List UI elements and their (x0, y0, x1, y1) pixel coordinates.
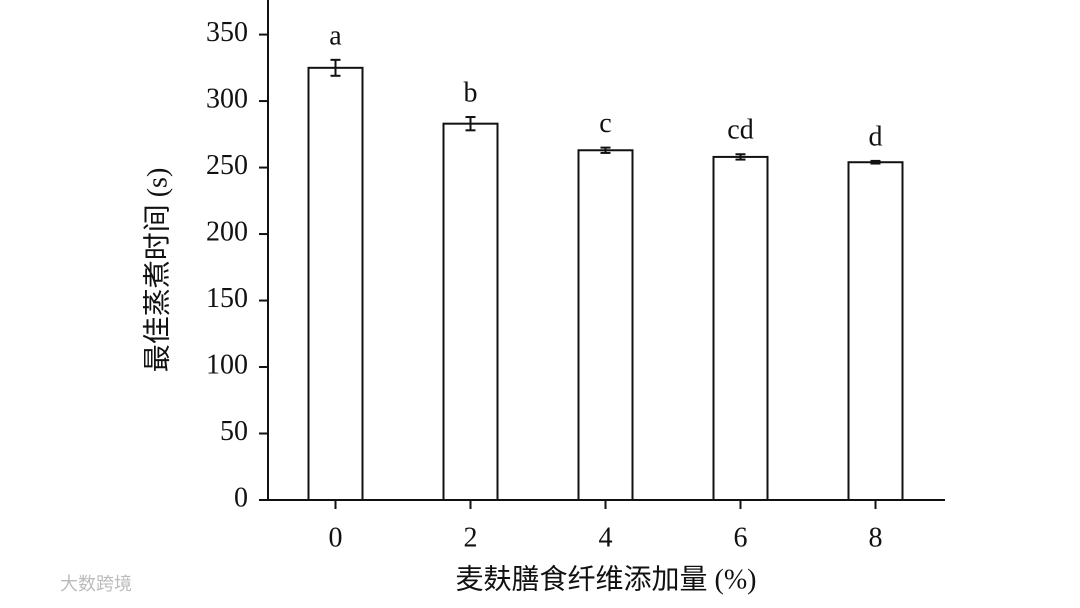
significance-label: b (464, 77, 478, 108)
y-tick-label: 350 (206, 17, 248, 48)
significance-label: d (869, 121, 883, 152)
y-tick-label: 0 (234, 482, 248, 513)
error-bar (330, 58, 341, 77)
y-tick-label: 300 (206, 83, 248, 114)
bar (577, 149, 634, 501)
significance-label: cd (727, 115, 753, 146)
y-tick-label: 150 (206, 283, 248, 314)
x-tick-label: 4 (599, 522, 613, 553)
x-axis-label: 麦麸膳食纤维添加量 (%) (456, 563, 757, 595)
x-tick-label: 8 (869, 522, 883, 553)
y-tick-label: 50 (220, 416, 248, 447)
bar (307, 66, 364, 501)
bar (442, 122, 499, 501)
significance-label: a (329, 20, 342, 51)
y-tick-label: 100 (206, 349, 248, 380)
watermark: 大数跨境 (60, 574, 132, 595)
x-tick-label: 0 (329, 522, 343, 553)
x-tick-label: 6 (734, 522, 748, 553)
y-axis-label: 最佳蒸煮时间 (s) (141, 168, 173, 373)
y-tick-label: 200 (206, 216, 248, 247)
error-bar (735, 153, 746, 161)
bar (847, 161, 904, 501)
significance-label: c (599, 108, 611, 139)
error-bar (600, 146, 611, 154)
error-bar (870, 159, 881, 165)
y-tick-label: 250 (206, 150, 248, 181)
x-tick-label: 2 (464, 522, 478, 553)
bar (712, 155, 769, 501)
error-bar (465, 116, 476, 132)
